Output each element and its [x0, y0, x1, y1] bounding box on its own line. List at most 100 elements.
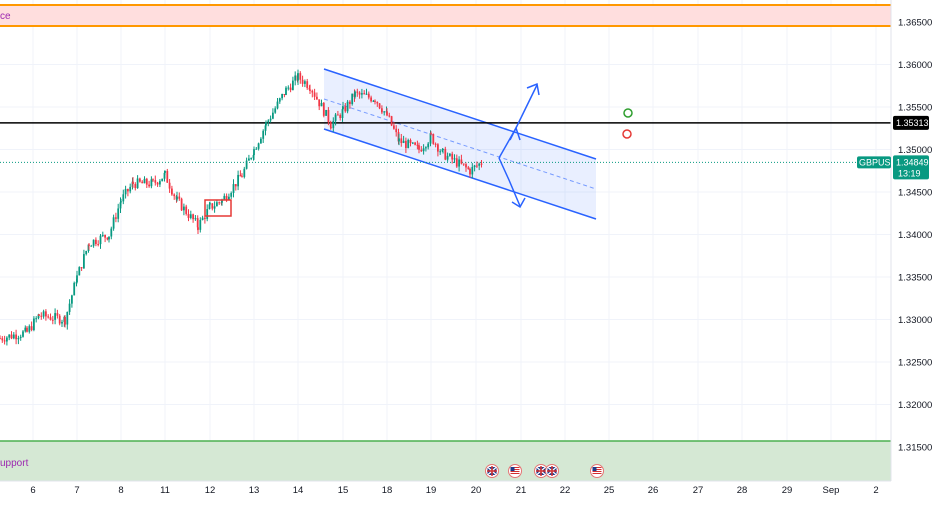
candle-body: [216, 202, 218, 207]
candle-body: [346, 101, 349, 112]
time-tick-label: 2: [873, 485, 878, 496]
level-price-value: 1.35313: [896, 118, 929, 128]
candle-body: [115, 217, 117, 219]
bearish-arrow[interactable]: [498, 157, 521, 207]
icon-stripe: [592, 473, 602, 474]
breakout-arrowhead: [509, 126, 521, 141]
event-icons[interactable]: [485, 464, 604, 478]
candle-body: [480, 163, 483, 165]
candle-body: [76, 275, 78, 283]
candle-body: [372, 100, 375, 102]
candle-body: [289, 87, 292, 91]
time-axis[interactable]: 6 7 8 11 12 13 14 15 18 19 20 21 22 25 26 27 28 29 Sep 2: [0, 480, 891, 496]
candle-body: [90, 245, 93, 247]
candle-body: [337, 114, 339, 116]
time-tick-label: 27: [693, 485, 704, 496]
candle-body: [73, 282, 76, 296]
time-tick-label: 11: [160, 485, 170, 496]
candle-body: [430, 133, 432, 135]
candle-body: [6, 337, 8, 342]
candle-body: [374, 100, 376, 102]
candle-body: [306, 81, 309, 88]
candle-body: [136, 178, 139, 189]
candle-body: [12, 334, 15, 339]
candle-body: [19, 336, 22, 339]
candle-body: [196, 218, 199, 228]
candle-body: [26, 327, 28, 332]
uk-flag-icon[interactable]: [485, 464, 499, 478]
channel-lower-line[interactable]: [323, 128, 597, 220]
candle-body: [38, 314, 40, 316]
candle-body: [248, 158, 250, 161]
candle-body: [316, 96, 318, 100]
icon-stripe: [592, 469, 602, 470]
candle-body: [253, 149, 255, 156]
signal-markers: [622, 108, 633, 139]
candle-body: [451, 153, 454, 160]
candle-body: [35, 318, 38, 320]
time-tick-label: 21: [516, 485, 527, 496]
candle-body: [85, 250, 88, 255]
candle-body: [104, 234, 106, 238]
uk-flag-icon[interactable]: [545, 464, 559, 478]
candle-body: [283, 94, 286, 96]
red-circle-icon: [622, 129, 632, 139]
candle-body: [390, 116, 393, 126]
us-flag-icon[interactable]: [590, 464, 604, 478]
projection-arrows[interactable]: [498, 82, 540, 209]
uk-flag-icon[interactable]: [534, 464, 548, 478]
support-zone-label: upport: [0, 458, 29, 469]
candle-body: [465, 164, 467, 168]
candle-body: [285, 87, 287, 95]
candle-body: [416, 144, 419, 146]
us-flag-icon[interactable]: [508, 464, 522, 478]
candle-body: [469, 168, 471, 175]
candle-body: [329, 122, 332, 128]
candle-body: [322, 102, 325, 116]
candle-body: [358, 92, 361, 95]
time-tick-label: 26: [648, 485, 659, 496]
candle-body: [178, 196, 181, 199]
candle-body: [106, 237, 109, 240]
price-tick-label: 1.31500: [898, 443, 932, 454]
candle-body: [378, 103, 381, 109]
candle-body: [228, 196, 230, 200]
candle-body: [148, 184, 150, 187]
candle-body: [354, 91, 356, 97]
descending-channel[interactable]: [323, 68, 597, 220]
consolidation-box[interactable]: [204, 199, 232, 217]
time-tick-label: 8: [118, 485, 123, 496]
candle-body: [156, 182, 159, 185]
candle-body: [425, 147, 427, 149]
time-tick-label: 15: [338, 485, 349, 496]
time-tick-label: 6: [30, 485, 35, 496]
candle-body: [3, 340, 6, 342]
time-tick-label: 12: [205, 485, 216, 496]
candle-body: [80, 267, 83, 269]
candle-body: [239, 174, 242, 177]
channel-upper-line[interactable]: [323, 68, 597, 160]
candle-body: [22, 331, 24, 337]
candle-body: [161, 178, 164, 182]
candle-body: [460, 159, 463, 164]
candle-body: [197, 227, 199, 230]
candle-body: [88, 244, 90, 246]
candle-body: [204, 217, 206, 219]
candle-body: [393, 125, 395, 129]
candle-body: [58, 315, 61, 324]
candle-body: [232, 184, 235, 193]
candle-body: [110, 228, 113, 237]
candle-body: [139, 178, 141, 182]
candle-body: [189, 214, 192, 218]
candle-body: [42, 311, 45, 317]
resistance-zone[interactable]: [0, 5, 891, 26]
support-zone[interactable]: [0, 441, 891, 481]
candle-body: [92, 239, 95, 246]
price-axis[interactable]: 1.36500 1.36000 1.35500 1.35000 1.34500 1.340…: [890, 0, 944, 508]
candle-body: [64, 316, 66, 325]
candle-body: [108, 236, 110, 240]
price-tick-label: 1.32000: [898, 400, 932, 411]
candle-body: [418, 145, 420, 150]
candle-body: [45, 311, 47, 317]
